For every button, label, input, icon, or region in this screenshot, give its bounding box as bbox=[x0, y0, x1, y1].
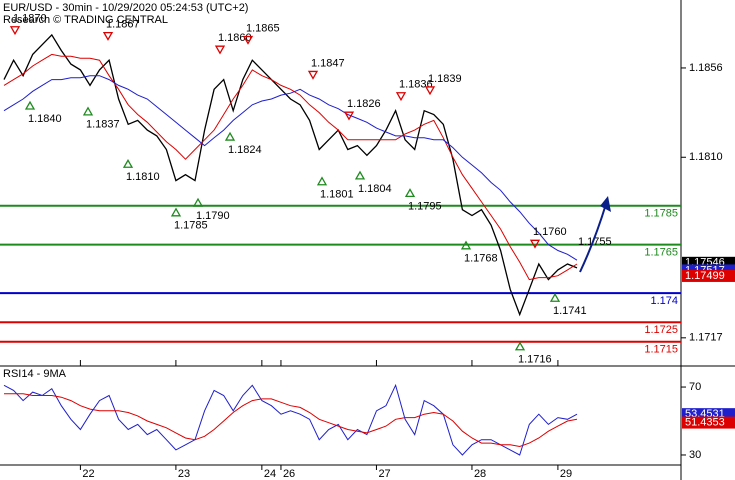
plot-area: 1.1856 1.1810 1.1717 1.1785 1.1765 1.174 1.172… bbox=[0, 13, 735, 480]
pivot-label: 1.1870 bbox=[13, 13, 47, 25]
level-label: 1.1715 bbox=[644, 344, 678, 356]
pivot-low bbox=[354, 170, 366, 180]
pivot-low bbox=[122, 158, 134, 168]
level-label: 1.1725 bbox=[644, 324, 678, 336]
pivot-high bbox=[529, 239, 541, 249]
series-line bbox=[3, 383, 578, 456]
pivot-low bbox=[549, 292, 561, 302]
pivot-label: 1.1741 bbox=[553, 305, 587, 317]
pivot-low bbox=[514, 341, 526, 351]
pivot-label: 1.1826 bbox=[347, 98, 381, 110]
forecast-arrow bbox=[579, 203, 607, 273]
pivot-label: 1.1755 bbox=[578, 236, 612, 248]
pivot-label: 1.1790 bbox=[196, 210, 230, 222]
rsi-title: RSI14 - 9MA bbox=[3, 368, 67, 380]
pivot-label: 1.1804 bbox=[358, 183, 392, 195]
price-tag bbox=[682, 269, 735, 282]
level-label: 1.1765 bbox=[644, 247, 678, 259]
pivot-high bbox=[102, 31, 114, 41]
pivot-label: 1.1801 bbox=[320, 189, 354, 201]
y-tick-label: 1.1717 bbox=[689, 332, 723, 344]
x-tick-label: 28 bbox=[474, 468, 486, 480]
pivot-label: 1.1847 bbox=[311, 57, 345, 69]
pivot-label: 1.1760 bbox=[533, 226, 567, 238]
pivot-label: 1.1768 bbox=[464, 253, 498, 265]
pivot-low bbox=[404, 188, 416, 198]
x-tick-label: 23 bbox=[178, 468, 190, 480]
pivot-label: 1.1860 bbox=[218, 32, 252, 44]
pivot-label: 1.1795 bbox=[408, 200, 442, 212]
x-tick-label: 27 bbox=[378, 468, 390, 480]
pivot-low bbox=[170, 207, 182, 217]
price-tag-label: 51.4353 bbox=[685, 416, 725, 428]
pivot-low bbox=[192, 197, 204, 207]
pivot-label: 1.1824 bbox=[228, 144, 262, 156]
pivot-label: 1.1867 bbox=[106, 19, 140, 31]
pivot-high bbox=[242, 35, 254, 45]
pivot-high bbox=[395, 92, 407, 102]
series-line bbox=[3, 53, 578, 281]
x-tick-label: 24 bbox=[264, 468, 276, 480]
y-tick-label: 1.1856 bbox=[689, 62, 723, 74]
series-line bbox=[3, 33, 578, 317]
pivot-label: 1.1810 bbox=[126, 171, 160, 183]
price-tag bbox=[682, 416, 735, 429]
pivot-high bbox=[9, 26, 21, 36]
pivot-high bbox=[343, 111, 355, 121]
series-line bbox=[4, 393, 578, 448]
pivot-low bbox=[24, 100, 36, 110]
series-line bbox=[3, 75, 578, 261]
x-tick-label: 22 bbox=[82, 468, 94, 480]
pivot-high bbox=[307, 70, 319, 80]
pivot-low bbox=[82, 106, 94, 116]
pivot-high bbox=[214, 45, 226, 55]
chart-subtitle: Research © TRADING CENTRAL bbox=[3, 14, 168, 26]
pivot-label: 1.1865 bbox=[246, 22, 280, 34]
pivot-label: 1.1837 bbox=[86, 119, 120, 131]
pivot-label: 1.1839 bbox=[428, 73, 462, 85]
forecast-arrowhead bbox=[600, 196, 611, 212]
y-tick-label: 1.1810 bbox=[689, 151, 723, 163]
pivot-low bbox=[224, 131, 236, 141]
pivot-low bbox=[460, 240, 472, 250]
price-tag-label: 1.17499 bbox=[685, 270, 725, 282]
x-tick-label: 26 bbox=[283, 468, 295, 480]
chart-title: EUR/USD - 30min - 10/29/2020 05:24:53 (U… bbox=[3, 2, 248, 14]
level-label: 1.1785 bbox=[644, 208, 678, 220]
y-tick-label: 30 bbox=[689, 449, 701, 461]
pivot-high bbox=[424, 86, 436, 96]
pivot-label: 1.1716 bbox=[518, 354, 552, 366]
y-tick-label: 70 bbox=[689, 381, 701, 393]
level-label: 1.174 bbox=[650, 295, 678, 307]
x-tick-label: 29 bbox=[560, 468, 572, 480]
pivot-label: 1.1785 bbox=[174, 220, 208, 232]
pivot-label: 1.1836 bbox=[399, 79, 433, 91]
pivot-low bbox=[316, 176, 328, 186]
pivot-label: 1.1840 bbox=[28, 113, 62, 125]
